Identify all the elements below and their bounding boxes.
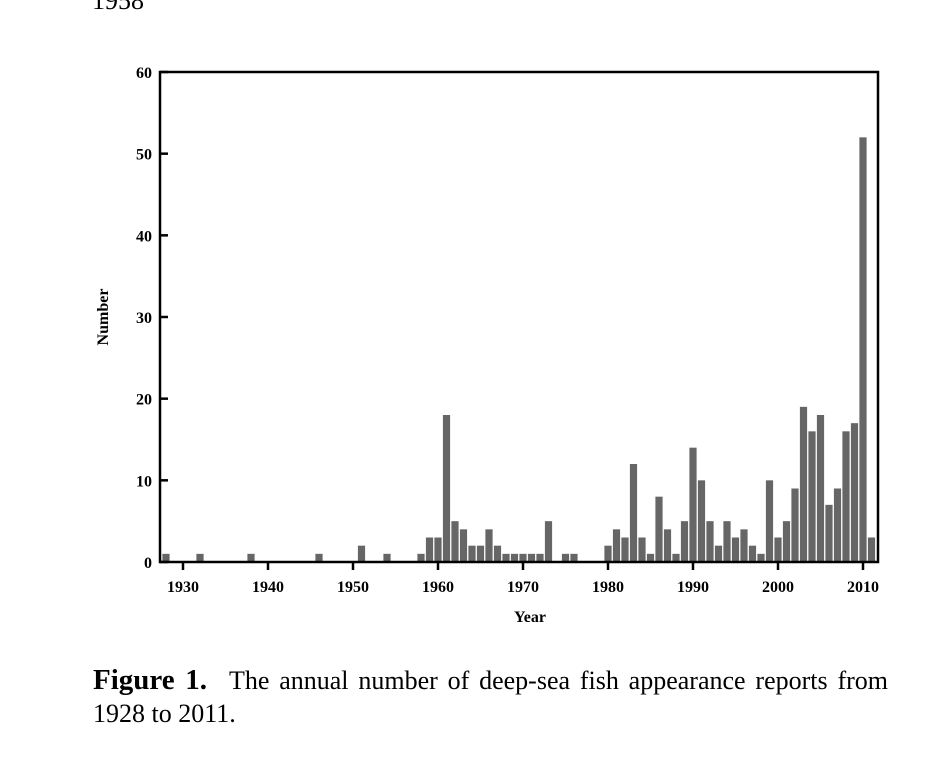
bar-1973: [544, 521, 553, 562]
bar-1972: [536, 553, 544, 562]
figure-caption: Figure 1. The annual number of deep-sea f…: [93, 664, 888, 730]
y-tick-label: 10: [136, 473, 152, 490]
bar-1981: [612, 529, 621, 562]
bar-1968: [502, 553, 510, 562]
bar-1976: [570, 553, 578, 562]
y-tick-label: 60: [136, 65, 152, 82]
x-tick-label: 1970: [507, 579, 539, 596]
bar-1988: [672, 553, 680, 562]
bar-1965: [476, 545, 485, 562]
bar-2000: [774, 537, 782, 562]
bar-1983: [629, 464, 638, 562]
bar-2006: [825, 504, 833, 562]
bar-1989: [680, 521, 689, 562]
bar-1961: [442, 415, 451, 562]
x-tick-label: 1930: [167, 579, 199, 596]
bar-2007: [833, 488, 842, 562]
x-axis-label: Year: [514, 609, 546, 626]
bar-2010: [859, 137, 867, 563]
bar-1982: [621, 537, 629, 562]
bar-1999: [765, 480, 774, 562]
bar-1984: [638, 537, 646, 562]
bar-1995: [731, 537, 740, 562]
previous-page-text-fragment: 1958: [92, 0, 144, 15]
x-tick-label: 1990: [677, 579, 709, 596]
bar-1993: [714, 545, 723, 562]
bar-1932: [196, 553, 204, 562]
bar-1958: [417, 553, 425, 562]
bar-1990: [689, 447, 697, 562]
bar-1975: [561, 553, 570, 562]
x-tick-label: 2000: [762, 579, 794, 596]
bar-2009: [850, 423, 859, 562]
bar-1938: [247, 553, 255, 562]
bar-1966: [485, 529, 493, 562]
x-tick-label: 1980: [592, 579, 624, 596]
bar-1992: [706, 521, 714, 562]
bar-2008: [842, 431, 850, 562]
bar-1991: [697, 480, 706, 562]
bar-1987: [663, 529, 672, 562]
bar-2004: [808, 431, 816, 562]
bar-1960: [434, 537, 442, 562]
bar-1994: [723, 521, 731, 562]
bar-2011: [867, 537, 876, 562]
bar-2005: [816, 415, 825, 562]
bar-1946: [315, 553, 323, 562]
x-tick-label: 1950: [337, 579, 369, 596]
y-tick-label: 0: [144, 555, 152, 572]
bar-1951: [357, 545, 366, 562]
y-tick-label: 40: [136, 228, 152, 245]
bar-1963: [459, 529, 468, 562]
bar-1998: [757, 553, 765, 562]
bar-1967: [493, 545, 502, 562]
x-tick-label: 2010: [847, 579, 879, 596]
bar-1997: [748, 545, 757, 562]
y-tick-label: 20: [136, 392, 152, 409]
bar-1971: [527, 553, 536, 562]
bar-1959: [425, 537, 434, 562]
y-tick-label: 30: [136, 310, 152, 327]
bar-1969: [510, 553, 519, 562]
bar-1970: [519, 553, 527, 562]
bar-1962: [451, 521, 459, 562]
bar-1996: [740, 529, 748, 562]
bar-1980: [604, 545, 612, 562]
bar-1986: [655, 496, 663, 562]
figure-label: Figure 1.: [93, 664, 207, 696]
y-axis-label: Number: [95, 289, 112, 346]
x-axis-ticks: 1930 1940 1950 1960 1970 1980 1990 2000 2010: [167, 562, 879, 596]
caption-text: The annual number of deep-sea fish appea…: [93, 666, 888, 728]
x-tick-label: 1960: [422, 579, 454, 596]
bar-2002: [791, 488, 799, 562]
bar-1928: [162, 553, 170, 562]
y-axis-ticks: 0 10 20 30 40 50 60: [136, 65, 168, 572]
bar-2003: [799, 406, 808, 562]
bar-1954: [383, 553, 391, 562]
bar-1964: [468, 545, 476, 562]
bar-2001: [782, 521, 791, 562]
bar-1985: [646, 553, 655, 562]
x-tick-label: 1940: [252, 579, 284, 596]
y-tick-label: 50: [136, 147, 152, 164]
bars: [162, 137, 876, 563]
